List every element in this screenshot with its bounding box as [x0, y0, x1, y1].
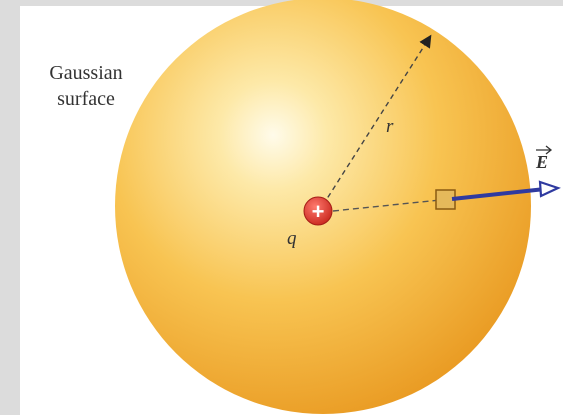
- radius-line: [322, 34, 432, 206]
- gaussian-surface-label-line1: Gaussian: [49, 62, 123, 84]
- radial-line-to-area: [332, 199, 441, 212]
- gaussian-surface-label-line2: surface: [57, 88, 115, 110]
- charge-sign: +: [312, 199, 325, 224]
- charge-label: q: [287, 228, 297, 249]
- radius-label: r: [386, 116, 394, 137]
- field-label-vector-arrow-icon: [536, 145, 553, 155]
- field-vector-arrowhead: [538, 180, 561, 198]
- gaussian-surface-label: Gaussian surface: [26, 60, 146, 112]
- field-label: E: [535, 152, 548, 172]
- point-charge: [303, 196, 333, 226]
- field-vector-e: [451, 187, 546, 201]
